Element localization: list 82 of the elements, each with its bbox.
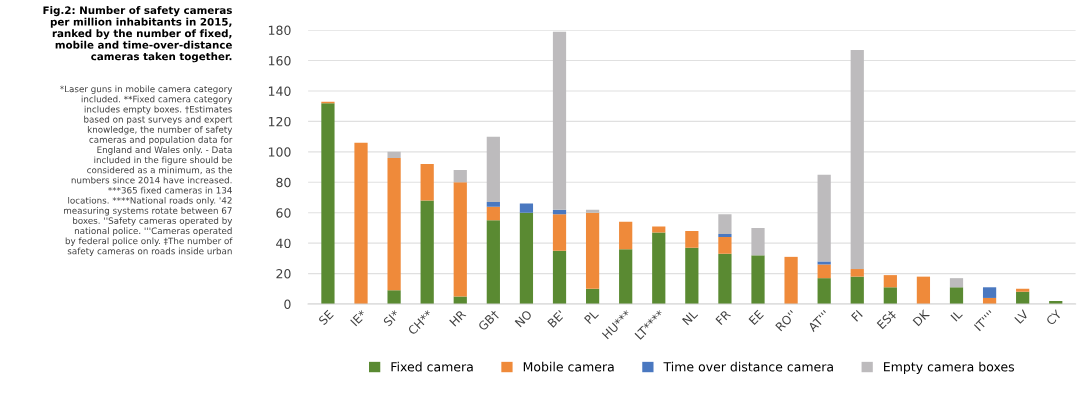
bar	[486, 202, 500, 207]
legend-label: Mobile camera	[523, 361, 614, 372]
y-tick-label: 120	[268, 116, 291, 127]
bar	[420, 164, 434, 201]
bar	[519, 203, 534, 213]
bar	[883, 287, 897, 305]
bar	[817, 264, 831, 279]
y-tick-label: 100	[268, 147, 291, 157]
bar	[486, 206, 500, 221]
bar	[817, 278, 831, 305]
bar	[949, 278, 964, 288]
bar	[619, 221, 633, 250]
legend-label: Fixed camera	[391, 361, 473, 372]
x-tick-label: NO	[514, 309, 533, 328]
y-tick-label: 0	[284, 299, 291, 309]
x-tick-label: SI*	[382, 309, 401, 327]
bar	[519, 212, 534, 305]
bar	[1016, 288, 1030, 292]
y-tick-label: 140	[268, 86, 291, 96]
bar	[784, 256, 798, 305]
bar	[321, 103, 335, 305]
bar	[916, 276, 931, 305]
bar	[486, 220, 500, 305]
x-tick-label: FR	[715, 309, 732, 326]
x-tick-label: ES‡	[876, 309, 898, 330]
bar	[982, 287, 997, 298]
x-tick-label: DK	[912, 308, 930, 327]
legend-label: Empty camera boxes	[884, 361, 1015, 374]
bar	[552, 250, 567, 305]
bar	[486, 136, 500, 203]
bar	[552, 214, 567, 251]
bar	[817, 174, 831, 262]
bar	[453, 296, 467, 305]
x-tick-label: SE	[318, 309, 334, 326]
bar	[585, 288, 600, 305]
bar	[850, 49, 864, 270]
y-tick-label: 20	[276, 269, 291, 279]
bar	[387, 290, 401, 305]
bar	[949, 287, 964, 305]
y-tick-label: 160	[268, 56, 291, 66]
y-tick-label: 40	[276, 238, 291, 249]
bar	[718, 253, 732, 305]
x-tick-label: LV	[1014, 309, 1029, 324]
y-tick-label: 80	[276, 177, 291, 188]
bar	[420, 200, 434, 305]
bar	[883, 275, 897, 288]
x-tick-label: GB†	[477, 309, 501, 332]
x-tick-label: IL	[950, 309, 963, 322]
bar	[585, 209, 600, 213]
x-tick-label: FI	[851, 309, 863, 322]
bar	[685, 230, 699, 248]
x-tick-label: CY	[1045, 309, 1063, 326]
y-tick-label: 180	[268, 25, 291, 36]
bar	[718, 214, 732, 235]
bar	[387, 157, 401, 291]
bar	[652, 226, 666, 233]
x-tick-label: EE	[748, 309, 764, 325]
x-tick-label: IE*	[350, 309, 368, 327]
text: Fig.2: Number of safety cameras per million inhabitants in 2015, ranked by the number of fixed, mobile and time-over-distance cameras taken together.	[43, 6, 232, 63]
bar	[552, 31, 567, 210]
bar	[850, 269, 864, 277]
x-tick-label: HR	[449, 309, 467, 327]
x-tick-label: BE'	[547, 309, 566, 328]
bar	[453, 170, 467, 183]
bar	[850, 276, 864, 305]
bar	[751, 227, 765, 256]
bar	[585, 212, 600, 289]
x-tick-label: NL	[682, 309, 699, 326]
text: *Laser guns in mobile camera category included. **Fixed camera category includes empty boxes. †Estimates based on past surveys and expert knowledge, the number of safety cameras and population data for England and Wales only. - Data included in the figure should be considered as a minimum, as the numbers since 2014 have increased. ***365 fixed cameras in 134 locations. ****National roads only. '42 measuring systems rotate between 67 boxes. ''Safety cameras operated by national police. '''Cameras operated by federal police only. ‡The number of safety cameras on roads inside urban	[60, 85, 233, 257]
bar	[652, 232, 666, 305]
x-tick-label: PL	[583, 309, 599, 325]
bar	[817, 261, 831, 265]
bar	[453, 182, 467, 297]
bar	[354, 142, 368, 305]
bar	[685, 247, 699, 305]
bar	[387, 151, 401, 158]
bar	[751, 255, 765, 305]
bar	[718, 237, 732, 254]
bar	[619, 249, 633, 305]
bar	[718, 234, 732, 238]
y-tick-label: 60	[276, 208, 291, 218]
legend-label: Time over distance camera	[663, 361, 833, 372]
